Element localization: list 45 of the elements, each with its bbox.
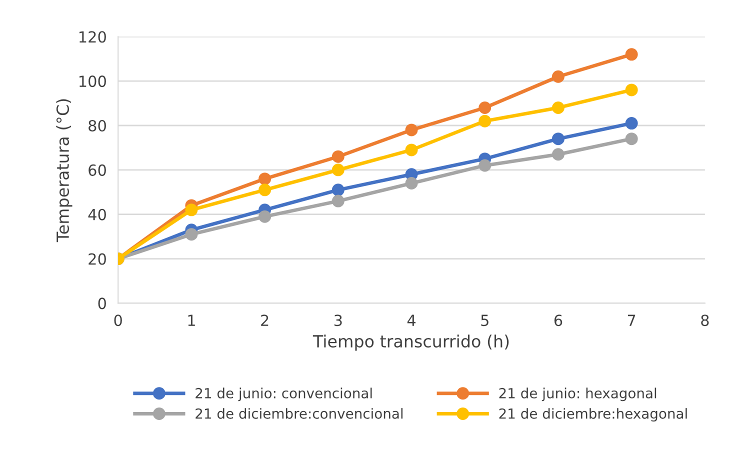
point bbox=[552, 148, 564, 161]
point bbox=[625, 84, 638, 96]
y-tick-label: 100 bbox=[80, 76, 106, 88]
point bbox=[332, 150, 344, 163]
y-tick-label: 80 bbox=[88, 120, 106, 132]
point bbox=[478, 159, 492, 172]
point bbox=[405, 177, 418, 190]
legend-label: 21 de junio: hexagonal bbox=[499, 388, 656, 402]
x-tick-label: 1 bbox=[188, 314, 195, 326]
point bbox=[552, 70, 564, 83]
legend-label: 21 de junio: convencional bbox=[196, 388, 372, 402]
legend-label: 21 de diciembre:hexagonal bbox=[499, 408, 687, 422]
y-tick-label: 20 bbox=[88, 253, 106, 265]
point bbox=[625, 48, 638, 61]
point bbox=[625, 132, 638, 146]
point bbox=[478, 114, 492, 128]
y-tick-label: 120 bbox=[80, 31, 106, 43]
y-axis-title: Temperatura (°C) bbox=[56, 99, 72, 242]
point bbox=[552, 101, 564, 114]
point bbox=[258, 210, 272, 223]
x-axis-title: Tiempo transcurrido (h) bbox=[312, 334, 509, 351]
x-tick-label: 5 bbox=[481, 314, 488, 326]
x-tick-label: 4 bbox=[407, 314, 416, 326]
x-tick-label: 3 bbox=[334, 314, 342, 326]
point bbox=[625, 117, 638, 130]
y-tick-label: 60 bbox=[88, 164, 106, 176]
x-tick-label: 6 bbox=[554, 314, 562, 326]
point bbox=[185, 228, 198, 241]
x-tick-label: 7 bbox=[628, 314, 636, 326]
point bbox=[258, 172, 272, 186]
y-tick-label: 0 bbox=[98, 298, 106, 310]
legend-label: 21 de diciembre:convencional bbox=[196, 408, 403, 419]
x-tick-label: 0 bbox=[114, 314, 122, 326]
y-tick-label: 40 bbox=[88, 208, 106, 220]
point bbox=[332, 184, 344, 196]
point bbox=[332, 194, 344, 208]
x-tick-label: 2 bbox=[261, 314, 268, 326]
point bbox=[405, 144, 418, 156]
x-tick-label: 8 bbox=[701, 314, 709, 326]
point bbox=[332, 164, 344, 176]
point bbox=[552, 132, 564, 146]
point bbox=[185, 204, 198, 216]
point bbox=[478, 101, 492, 114]
point bbox=[405, 124, 418, 136]
point bbox=[258, 184, 272, 196]
